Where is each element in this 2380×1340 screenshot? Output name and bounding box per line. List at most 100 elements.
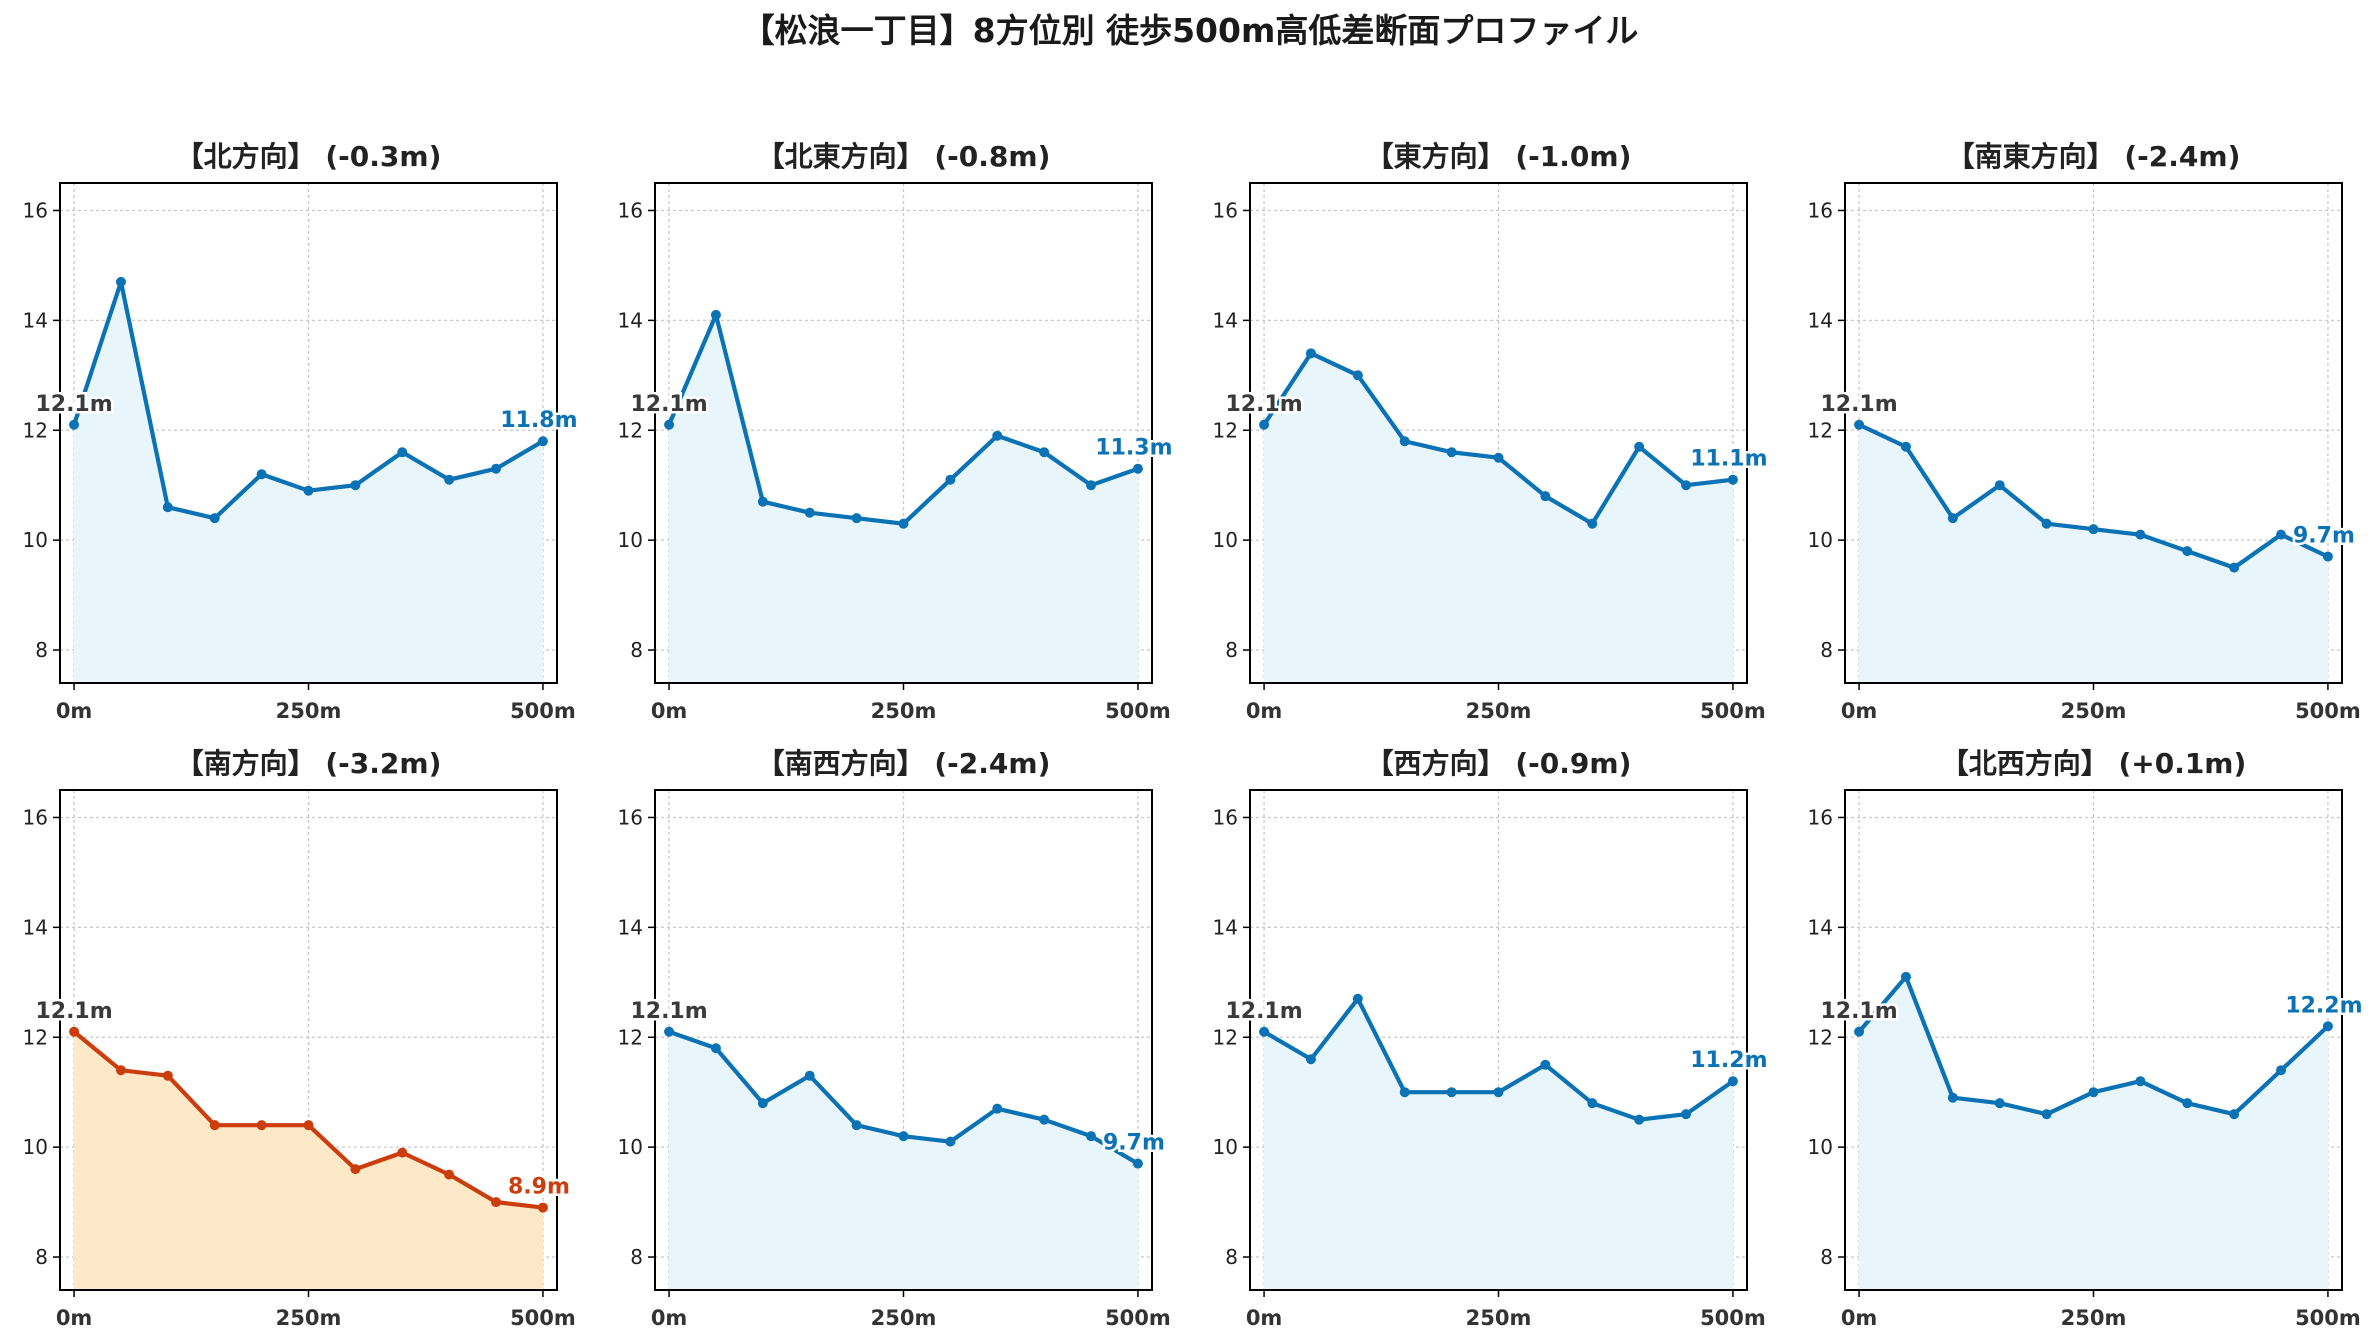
y-tick-label: 16 [1808, 198, 1833, 222]
chart-panel: 0m 250m 500m 8 10 12 14 16 【南方向】 (-3.2m) 12.1m 8.9… [23, 747, 576, 1330]
data-point [1540, 491, 1551, 502]
x-tick-label: 500m [510, 699, 576, 723]
data-point [992, 430, 1003, 441]
data-point [2229, 1109, 2240, 1120]
chart-panel: 0m 250m 500m 8 10 12 14 16 【北方向】 (-0.3m) 12.1m 11.… [23, 140, 580, 723]
data-point [350, 480, 361, 491]
y-tick-label: 8 [1225, 1245, 1238, 1269]
x-tick-label: 0m [1246, 699, 1283, 723]
data-point [1587, 1098, 1598, 1109]
data-point [1727, 474, 1738, 485]
y-tick-label: 8 [35, 1245, 48, 1269]
y-tick-label: 10 [1808, 1135, 1833, 1159]
panel-title: 【北方向】 (-0.3m) [176, 140, 442, 173]
x-tick-label: 250m [1466, 699, 1532, 723]
data-point [2041, 1109, 2052, 1120]
data-point [851, 1120, 862, 1131]
data-point [1727, 1076, 1738, 1087]
panel-title: 【北西方向】 (+0.1m) [1941, 747, 2247, 780]
data-point [1132, 463, 1143, 474]
area-fill [1859, 424, 2328, 683]
data-point [397, 447, 408, 458]
y-tick-label: 12 [618, 1025, 643, 1049]
x-tick-label: 250m [276, 699, 342, 723]
end-value-label: 12.2m [2285, 993, 2362, 1018]
area-fill [1264, 998, 1733, 1290]
panel-title: 【南西方向】 (-2.4m) [757, 747, 1051, 780]
y-tick-label: 14 [1213, 308, 1238, 332]
data-point [537, 436, 548, 447]
data-point [2041, 518, 2052, 529]
data-point [1634, 1114, 1645, 1125]
data-point [804, 507, 815, 518]
data-point [256, 1120, 267, 1131]
y-tick-label: 8 [35, 638, 48, 662]
y-tick-label: 12 [1213, 1025, 1238, 1049]
data-point [69, 1026, 80, 1037]
chart-panel: 0m 250m 500m 8 10 12 14 16 【南東方向】 (-2.4m) 12.1m 9.… [1808, 140, 2361, 723]
x-tick-label: 250m [276, 1306, 342, 1330]
x-tick-label: 500m [510, 1306, 576, 1330]
figure-title: 【松浪一丁目】8方位別 徒歩500m高低差断面プロファイル [742, 11, 1639, 50]
y-tick-label: 12 [1808, 418, 1833, 442]
x-tick-label: 250m [2061, 699, 2127, 723]
data-point [162, 1070, 173, 1081]
end-value-label: 11.2m [1690, 1048, 1767, 1073]
data-point [1446, 447, 1457, 458]
y-tick-label: 8 [1820, 1245, 1833, 1269]
end-value-label: 11.1m [1690, 447, 1767, 472]
data-point [1540, 1059, 1551, 1070]
x-tick-label: 500m [1105, 1306, 1171, 1330]
y-tick-label: 16 [618, 805, 643, 829]
data-point [209, 513, 220, 524]
y-tick-label: 14 [1213, 915, 1238, 939]
y-tick-label: 10 [1808, 528, 1833, 552]
area-fill [669, 314, 1138, 683]
panel-title: 【東方向】 (-1.0m) [1366, 140, 1632, 173]
x-tick-label: 0m [56, 699, 93, 723]
x-tick-label: 0m [651, 1306, 688, 1330]
panel-title: 【南方向】 (-3.2m) [176, 747, 442, 780]
x-tick-label: 500m [1700, 1306, 1766, 1330]
data-point [898, 1131, 909, 1142]
y-tick-label: 10 [618, 528, 643, 552]
data-point [1634, 441, 1645, 452]
x-tick-label: 250m [1466, 1306, 1532, 1330]
data-point [256, 469, 267, 480]
data-point [1259, 419, 1270, 430]
y-tick-label: 12 [23, 1025, 48, 1049]
x-tick-label: 250m [871, 1306, 937, 1330]
data-point [491, 463, 502, 474]
data-point [350, 1164, 361, 1175]
data-point [664, 419, 675, 430]
data-point [303, 1120, 314, 1131]
data-point [1352, 370, 1363, 381]
x-tick-label: 500m [2295, 699, 2361, 723]
start-value-label: 12.1m [630, 392, 707, 417]
chart-panel: 0m 250m 500m 8 10 12 14 16 【西方向】 (-0.9m) 12.1m 11.… [1213, 747, 1770, 1330]
data-point [2182, 546, 2193, 557]
data-point [1587, 518, 1598, 529]
chart-panel: 0m 250m 500m 8 10 12 14 16 【北東方向】 (-0.8m) 12.1m 11… [618, 140, 1175, 723]
data-point [1854, 419, 1865, 430]
data-point [2229, 562, 2240, 573]
y-tick-label: 14 [23, 308, 48, 332]
data-point [2135, 1076, 2146, 1087]
data-point [757, 1098, 768, 1109]
y-tick-label: 16 [23, 198, 48, 222]
data-point [2088, 524, 2099, 535]
x-tick-label: 500m [2295, 1306, 2361, 1330]
y-tick-label: 8 [1820, 638, 1833, 662]
data-point [1493, 1087, 1504, 1098]
y-tick-label: 16 [23, 805, 48, 829]
end-value-label: 11.3m [1095, 436, 1172, 461]
x-tick-label: 250m [2061, 1306, 2127, 1330]
data-point [1446, 1087, 1457, 1098]
y-tick-label: 12 [618, 418, 643, 442]
data-point [1086, 480, 1097, 491]
area-fill [74, 281, 543, 683]
start-value-label: 12.1m [1820, 999, 1897, 1024]
panel-title: 【西方向】 (-0.9m) [1366, 747, 1632, 780]
data-point [2135, 529, 2146, 540]
data-point [1352, 993, 1363, 1004]
